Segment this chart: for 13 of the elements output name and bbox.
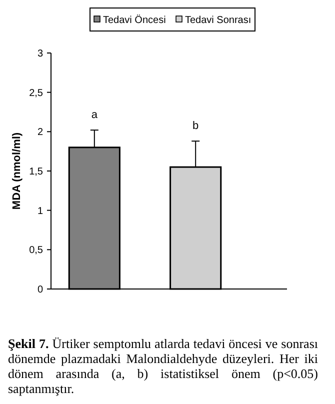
annotation: a [91, 109, 98, 122]
legend-label: Tedavi Öncesi [103, 14, 166, 26]
legend-label: Tedavi Sonrası [185, 15, 252, 26]
y-tick-label: 1,5 [29, 166, 44, 178]
y-tick-label: 0,5 [29, 245, 44, 256]
annotation: b [192, 120, 199, 132]
y-tick-label: 0 [37, 284, 44, 296]
y-tick-label: 2,5 [29, 88, 44, 99]
y-tick-label: 1 [37, 206, 44, 217]
y-axis-title: MDA (nmol/ml) [11, 132, 23, 210]
y-tick-label: 2 [37, 127, 44, 138]
text: Şekil 7. Ürtiker semptomlu atlarda tedavi öncesi ve sonrası dönemde plazmadaki Malondialdehyde düzeyleri. Her iki dönem arasında (a, b) istatistiksel önem (p<0.05) saptanmıştır. [8, 336, 318, 396]
y-tick-label: 3 [37, 48, 44, 60]
